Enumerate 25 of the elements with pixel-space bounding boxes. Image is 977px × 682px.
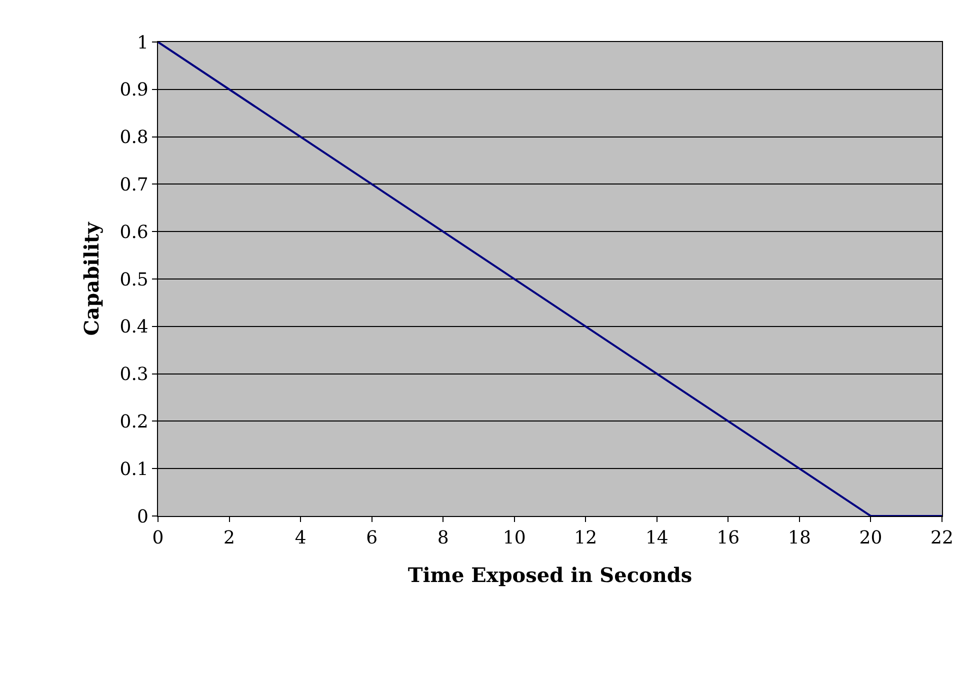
y-tick-label: 0 (136, 506, 148, 528)
x-tick-label: 2 (224, 528, 235, 549)
x-tick-label: 8 (437, 528, 449, 549)
y-tick-label: 1 (136, 32, 148, 54)
y-tick-label: 0.4 (120, 316, 148, 338)
x-tick-label: 12 (574, 528, 598, 549)
x-axis-title: Time Exposed in Seconds (408, 563, 692, 588)
y-tick-label: 0.2 (120, 412, 148, 432)
x-tick-label: 4 (294, 528, 306, 549)
x-tick-label: 10 (502, 528, 526, 549)
y-axis-title: Capability (79, 220, 104, 336)
x-tick-label: 18 (788, 528, 811, 549)
x-tick-label: 16 (716, 528, 740, 549)
x-tick-label: 20 (859, 528, 882, 549)
y-tick-label: 0.5 (120, 269, 148, 290)
x-tick-label: 6 (366, 528, 378, 549)
x-tick-label: 0 (152, 528, 164, 549)
x-tick-label: 14 (645, 528, 668, 549)
y-tick-label: 0.3 (120, 364, 148, 386)
y-tick-label: 0.9 (120, 80, 148, 101)
y-tick-label: 0.7 (120, 174, 148, 196)
y-tick-label: 0.8 (120, 127, 148, 148)
y-tick-label: 0.1 (120, 458, 148, 480)
y-tick-label: 0.6 (120, 222, 148, 243)
x-tick-label: 22 (930, 528, 954, 549)
